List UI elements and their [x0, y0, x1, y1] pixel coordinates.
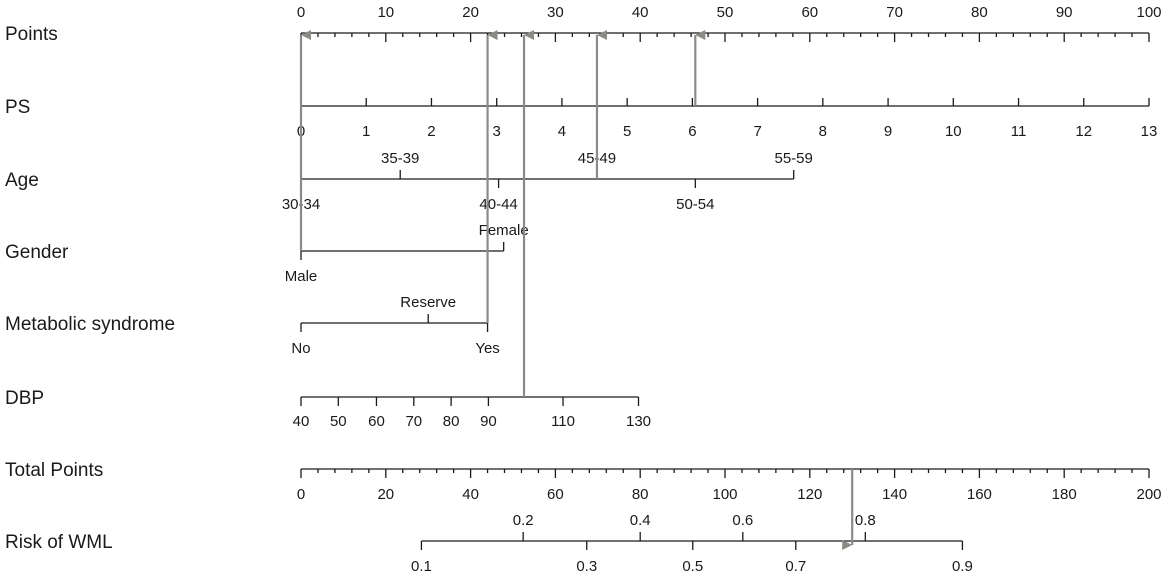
total-tick-label: 180 — [1052, 486, 1077, 503]
points-tick-label: 40 — [632, 4, 649, 21]
dbp-tick-label: 60 — [368, 413, 385, 430]
gender-level-label: Female — [479, 222, 529, 239]
points-tick-label: 50 — [717, 4, 734, 21]
ps-tick-label: 6 — [688, 123, 696, 140]
age-label: Age — [5, 170, 39, 191]
ps-tick-label: 11 — [1011, 123, 1027, 140]
points-label: Points — [5, 24, 58, 45]
dbp-tick-label: 50 — [330, 413, 347, 430]
risk-tick-label: 0.4 — [630, 512, 651, 529]
points-tick-label: 70 — [886, 4, 903, 21]
risk-tick-label: 0.8 — [855, 512, 876, 529]
points-tick-label: 0 — [297, 4, 305, 21]
dbp-tick-label: 130 — [626, 413, 651, 430]
risk-tick-label: 0.7 — [785, 558, 806, 575]
ps-tick-label: 13 — [1141, 123, 1158, 140]
total-tick-label: 200 — [1136, 486, 1161, 503]
ps-tick-label: 12 — [1075, 123, 1092, 140]
metabolic-label: Metabolic syndrome — [5, 314, 175, 335]
dbp-tick-label: 110 — [551, 413, 575, 430]
risk-tick-label: 0.9 — [952, 558, 973, 575]
risk-tick-label: 0.5 — [682, 558, 703, 575]
total-tick-label: 100 — [712, 486, 737, 503]
age-level-label: 40-44 — [479, 196, 517, 213]
dbp-label: DBP — [5, 388, 44, 409]
risk-tick-label: 0.3 — [576, 558, 597, 575]
dbp-tick-label: 80 — [443, 413, 460, 430]
total-tick-label: 120 — [797, 486, 822, 503]
gender-label: Gender — [5, 242, 69, 263]
points-tick-label: 60 — [801, 4, 818, 21]
points-tick-label: 30 — [547, 4, 564, 21]
age-level-label: 50-54 — [676, 196, 714, 213]
points-tick-label: 100 — [1136, 4, 1161, 21]
dbp-tick-label: 70 — [405, 413, 422, 430]
ps-tick-label: 10 — [945, 123, 962, 140]
age-level-label: 35-39 — [381, 150, 419, 167]
total-tick-label: 20 — [377, 486, 394, 503]
ps-tick-label: 8 — [819, 123, 827, 140]
ps-tick-label: 9 — [884, 123, 892, 140]
total-tick-label: 60 — [547, 486, 564, 503]
gender-level-label: Male — [285, 268, 318, 285]
risk-tick-label: 0.1 — [411, 558, 432, 575]
dbp-tick-label: 40 — [293, 413, 310, 430]
metabolic-level-label: Reserve — [400, 294, 456, 311]
ps-tick-label: 5 — [623, 123, 631, 140]
points-tick-label: 80 — [971, 4, 988, 21]
total-label: Total Points — [5, 460, 103, 481]
metabolic-level-label: Yes — [475, 340, 499, 357]
points-tick-label: 20 — [462, 4, 479, 21]
ps-tick-label: 7 — [753, 123, 761, 140]
dbp-tick-label: 90 — [480, 413, 497, 430]
total-tick-label: 140 — [882, 486, 907, 503]
points-tick-label: 90 — [1056, 4, 1073, 21]
ps-tick-label: 2 — [427, 123, 435, 140]
points-tick-label: 10 — [377, 4, 394, 21]
metabolic-level-label: No — [291, 340, 310, 357]
age-level-label: 55-59 — [775, 150, 813, 167]
total-tick-label: 40 — [462, 486, 479, 503]
risk-tick-label: 0.6 — [732, 512, 753, 529]
ps-tick-label: 3 — [493, 123, 501, 140]
risk-label: Risk of WML — [5, 532, 113, 553]
total-tick-label: 0 — [297, 486, 305, 503]
risk-tick-label: 0.2 — [513, 512, 534, 529]
ps-tick-label: 1 — [362, 123, 370, 140]
total-tick-label: 80 — [632, 486, 649, 503]
ps-tick-label: 4 — [558, 123, 566, 140]
ps-label: PS — [5, 97, 30, 118]
total-tick-label: 160 — [967, 486, 992, 503]
